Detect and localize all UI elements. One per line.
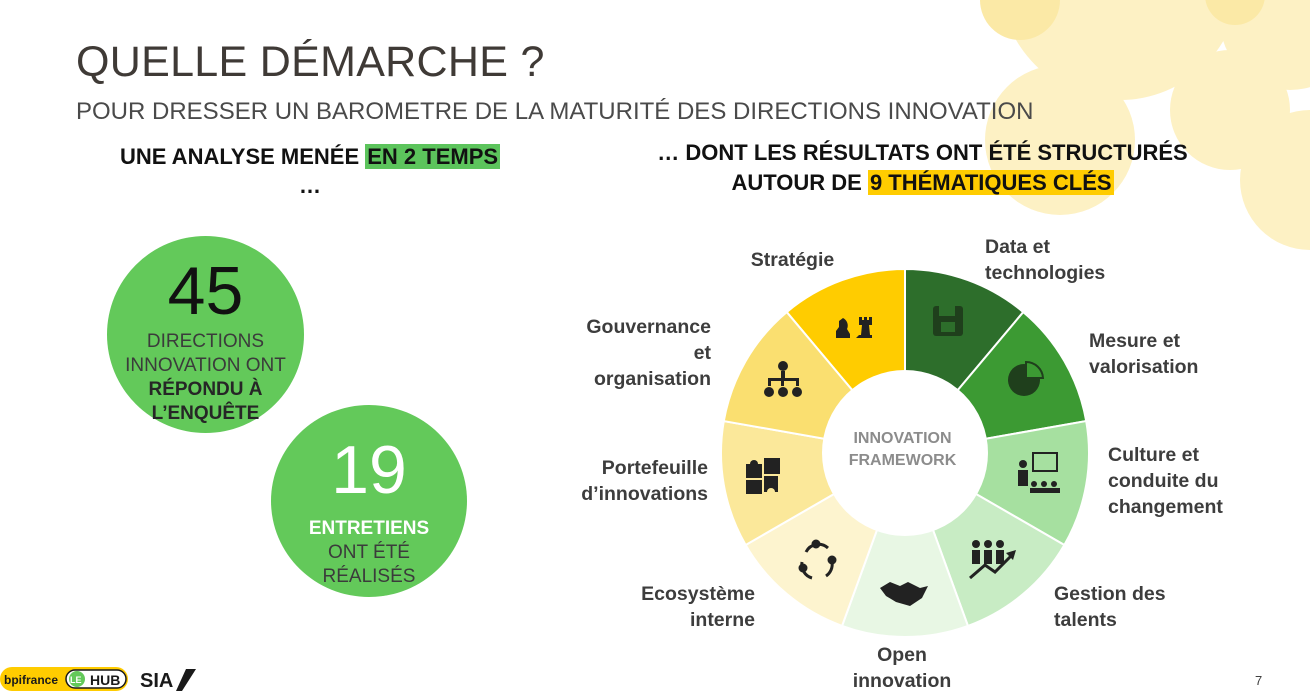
theme-label-culture: Culture et conduite du changement [1108,442,1223,520]
handshake-icon [880,582,928,606]
stat-number: 45 [167,253,244,329]
floppy-disk-icon [933,306,963,336]
stat-text-line: INNOVATION ONT [125,355,286,376]
page-title: QUELLE DÉMARCHE ? [76,38,545,86]
theme-label-line: technologies [985,262,1106,284]
stat-text-line: RÉALISÉS [322,566,416,587]
lehub-logo-le: LE [70,675,82,685]
sia-logo-text: SIA [140,670,173,692]
theme-label-line: Open [877,644,927,666]
sia-logo-mark [176,669,196,691]
theme-label-portefeuille: Portefeuille d’innovations [545,455,708,507]
theme-label-line: interne [689,609,755,631]
theme-label-line: Mesure et [1089,330,1181,352]
theme-label-mesure: Mesure et valorisation [1089,328,1198,380]
theme-label-line: changement [1108,496,1223,518]
right-heading-text: … DONT LES RÉSULTATS ONT ÉTÉ STRUCTURÉS … [657,140,1188,195]
org-chart-icon [764,361,802,397]
stat-text-bold: L’ENQUÊTE [151,403,260,424]
left-heading-text: UNE ANALYSE MENÉE [119,144,366,169]
puzzle-icon [746,458,780,496]
pie-chart-icon [1008,360,1045,396]
theme-label-line: et [693,342,711,364]
lehub-logo-dot [69,671,85,687]
theme-label-line: Culture et [1108,444,1200,466]
stat-text-line: DIRECTIONS [146,331,265,352]
center-label-line: INNOVATION [853,430,952,447]
stat-circle-responses: 45 DIRECTIONS INNOVATION ONT RÉPONDU À L… [107,236,304,433]
lehub-logo-hub: HUB [90,672,120,688]
theme-label-line: Data et [985,236,1051,258]
right-heading-highlight: 9 THÉMATIQUES CLÉS [867,170,1114,195]
donut-center [822,370,988,536]
theme-label-line: Gestion des [1054,583,1166,605]
theme-label-data: Data et technologies [985,234,1105,286]
theme-label-line: organisation [593,368,711,390]
page-number: 7 [1255,673,1263,688]
stat-circle-interviews: 19 ENTRETIENS ONT ÉTÉ RÉALISÉS [271,405,467,597]
theme-label-ecosysteme: Ecosystème interne [600,581,755,633]
theme-label-line: Stratégie [750,249,835,271]
stat-text-line: ONT ÉTÉ [327,542,410,563]
theme-label-line: conduite du [1108,470,1219,492]
theme-label-strategie: Stratégie [735,247,850,273]
stat-number: 19 [331,432,407,508]
page-subtitle: POUR DRESSER UN BAROMETRE DE LA MATURITÉ… [76,98,1034,125]
theme-label-line: valorisation [1089,356,1199,378]
footer-logos: bpifrance LE HUB SIA [0,667,196,692]
presentation-icon [1018,452,1060,493]
stat-text-bold: ENTRETIENS [308,518,430,539]
chess-icon [836,317,872,338]
left-heading-highlight: EN 2 TEMPS [365,144,501,169]
theme-label-talents: Gestion des talents [1054,581,1166,633]
framework-center-label: INNOVATION FRAMEWORK [820,428,985,472]
theme-label-line: Portefeuille [601,457,708,479]
right-heading: … DONT LES RÉSULTATS ONT ÉTÉ STRUCTURÉS … [630,138,1215,198]
theme-label-line: Gouvernance [586,316,711,338]
center-label-line: FRAMEWORK [848,452,957,469]
cycle-icon [798,539,837,580]
bpifrance-logo-text: bpifrance [4,673,58,687]
stat-text-bold: RÉPONDU À [148,379,263,400]
stat-text: DIRECTIONS INNOVATION ONT RÉPONDU À L’EN… [125,330,286,426]
theme-label-line: innovation [852,670,952,692]
theme-label-line: d’innovations [581,483,708,505]
donut-segment [840,450,970,638]
left-heading: UNE ANALYSE MENÉE EN 2 TEMPS … [110,142,510,200]
theme-label-line: Ecosystème [641,583,755,605]
stat-text: ENTRETIENS ONT ÉTÉ RÉALISÉS [309,517,429,589]
theme-label-open-innovation: Open innovation [838,642,966,694]
growth-people-icon [969,540,1016,580]
left-heading-suffix: … [299,173,321,198]
theme-label-gouvernance: Gouvernance et organisation [548,314,711,392]
theme-label-line: talents [1054,609,1117,631]
